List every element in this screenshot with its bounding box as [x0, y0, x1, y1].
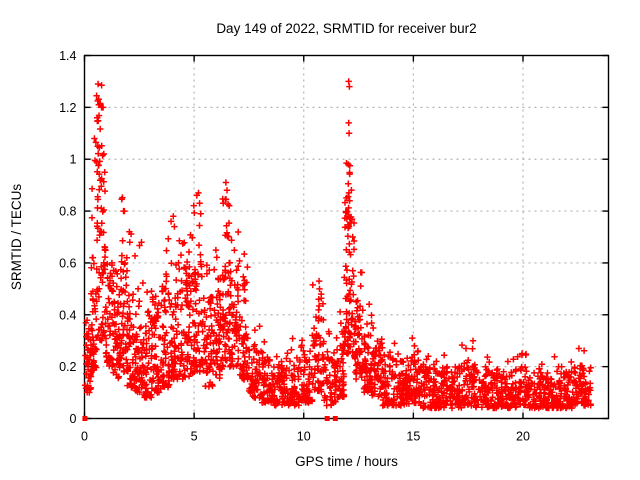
- y-tick-label: 0.8: [59, 205, 76, 219]
- scatter-markers: [81, 78, 594, 412]
- x-tick-label: 15: [406, 430, 420, 444]
- zero-value-marker: [332, 416, 338, 421]
- data-points: [81, 78, 594, 412]
- y-tick-label: 1: [70, 153, 77, 167]
- y-axis-label: SRMTID / TECUs: [9, 184, 24, 291]
- y-tick-label: 0.6: [59, 256, 76, 270]
- plot-border: [83, 54, 610, 420]
- y-tick-label: 1.2: [59, 101, 76, 115]
- x-tick-label: 20: [516, 430, 530, 444]
- y-tick-label: 0.4: [59, 308, 76, 322]
- y-tick-label: 0.2: [59, 360, 76, 374]
- zero-value-marker: [324, 416, 330, 421]
- zero-value-markers: [82, 416, 338, 421]
- x-tick-label: 0: [81, 430, 88, 444]
- axis-ticks: [83, 54, 609, 420]
- y-tick-label: 1.4: [59, 49, 76, 63]
- chart-title: Day 149 of 2022, SRMTID for receiver bur…: [216, 21, 476, 36]
- y-tick-label: 0: [70, 412, 77, 426]
- x-axis-label: GPS time / hours: [295, 454, 398, 469]
- x-tick-label: 10: [297, 430, 311, 444]
- x-tick-label: 5: [191, 430, 198, 444]
- tick-labels: 0 0.2 0.4 0.6 0.8 1 1.2 1.4 0 5 10 15 20: [59, 49, 530, 444]
- zero-value-marker: [82, 416, 88, 421]
